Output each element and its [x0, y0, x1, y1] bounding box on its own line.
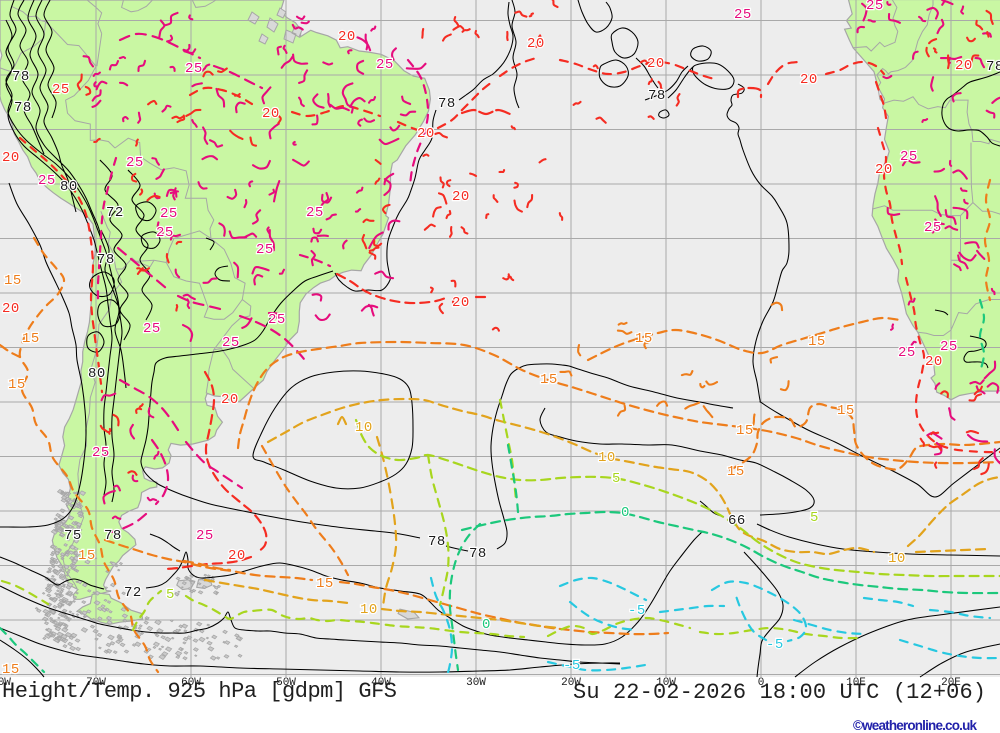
svg-text:78: 78: [469, 546, 487, 562]
svg-text:25: 25: [92, 445, 110, 461]
svg-text:78: 78: [648, 88, 666, 104]
svg-text:25: 25: [734, 7, 752, 23]
svg-text:15: 15: [4, 273, 22, 289]
svg-text:25: 25: [306, 205, 324, 221]
svg-text:Su 22-02-2026 18:00 UTC (12+06: Su 22-02-2026 18:00 UTC (12+06): [573, 680, 986, 705]
svg-text:15: 15: [316, 576, 334, 592]
svg-text:78: 78: [104, 528, 122, 544]
svg-text:25: 25: [268, 312, 286, 328]
svg-text:5: 5: [166, 587, 175, 603]
svg-text:80: 80: [60, 179, 78, 195]
svg-text:20: 20: [452, 189, 470, 205]
svg-text:©weatheronline.co.uk: ©weatheronline.co.uk: [853, 718, 977, 733]
svg-text:20: 20: [875, 162, 893, 178]
svg-text:20: 20: [417, 126, 435, 142]
svg-text:10E: 10E: [846, 677, 866, 689]
svg-text:80W: 80W: [0, 677, 11, 689]
svg-text:-5: -5: [628, 603, 646, 619]
svg-text:25: 25: [256, 242, 274, 258]
svg-text:15: 15: [727, 464, 745, 480]
svg-text:25: 25: [924, 220, 942, 236]
svg-text:0: 0: [482, 617, 491, 633]
svg-text:20: 20: [2, 150, 20, 166]
svg-text:20: 20: [452, 295, 470, 311]
svg-text:25: 25: [866, 0, 884, 14]
svg-text:15: 15: [635, 331, 653, 347]
svg-text:25: 25: [160, 206, 178, 222]
svg-text:80: 80: [88, 366, 106, 382]
svg-text:5: 5: [810, 510, 819, 526]
svg-text:25: 25: [143, 321, 161, 337]
svg-text:78: 78: [986, 59, 1000, 75]
svg-text:72: 72: [106, 205, 124, 221]
svg-text:0: 0: [758, 677, 765, 689]
svg-text:20: 20: [221, 392, 239, 408]
svg-text:10: 10: [598, 450, 616, 466]
svg-text:20: 20: [262, 106, 280, 122]
svg-text:20: 20: [647, 56, 665, 72]
svg-text:10: 10: [355, 420, 373, 436]
svg-text:-5: -5: [766, 637, 784, 653]
svg-text:25: 25: [156, 225, 174, 241]
svg-text:10: 10: [888, 551, 906, 567]
svg-text:15: 15: [540, 372, 558, 388]
svg-text:15: 15: [808, 334, 826, 350]
svg-text:10W: 10W: [656, 677, 676, 689]
svg-text:20E: 20E: [941, 677, 961, 689]
svg-text:25: 25: [900, 149, 918, 165]
svg-text:40W: 40W: [371, 677, 391, 689]
svg-text:20W: 20W: [561, 677, 581, 689]
svg-text:5: 5: [612, 471, 621, 487]
svg-text:25: 25: [126, 155, 144, 171]
svg-text:20: 20: [925, 354, 943, 370]
svg-text:78: 78: [12, 69, 30, 85]
svg-text:25: 25: [940, 339, 958, 355]
svg-text:78: 78: [97, 252, 115, 268]
svg-text:72: 72: [124, 585, 142, 601]
svg-text:15: 15: [22, 331, 40, 347]
svg-text:25: 25: [185, 61, 203, 77]
svg-text:15: 15: [8, 377, 26, 393]
svg-text:20: 20: [338, 29, 356, 45]
svg-text:66: 66: [728, 513, 746, 529]
svg-text:20: 20: [955, 58, 973, 74]
svg-text:Height/Temp. 925 hPa [gdpm] GF: Height/Temp. 925 hPa [gdpm] GFS: [2, 679, 397, 704]
svg-text:20: 20: [800, 72, 818, 88]
svg-text:0: 0: [621, 505, 630, 521]
svg-text:25: 25: [898, 345, 916, 361]
svg-text:15: 15: [78, 548, 96, 564]
svg-text:25: 25: [52, 82, 70, 98]
svg-text:60W: 60W: [181, 677, 201, 689]
svg-text:20: 20: [228, 548, 246, 564]
svg-text:25: 25: [222, 335, 240, 351]
svg-text:20: 20: [527, 36, 545, 52]
svg-text:78: 78: [438, 96, 456, 112]
svg-text:15: 15: [2, 662, 20, 678]
svg-text:70W: 70W: [86, 677, 106, 689]
svg-text:10: 10: [360, 602, 378, 618]
svg-text:25: 25: [196, 528, 214, 544]
svg-text:15: 15: [837, 403, 855, 419]
svg-text:25: 25: [376, 57, 394, 73]
svg-text:-5: -5: [563, 658, 581, 674]
svg-text:50W: 50W: [276, 677, 296, 689]
svg-text:78: 78: [14, 100, 32, 116]
svg-text:75: 75: [64, 528, 82, 544]
svg-text:20: 20: [2, 301, 20, 317]
svg-text:78: 78: [428, 534, 446, 550]
svg-text:25: 25: [38, 173, 56, 189]
svg-text:30W: 30W: [466, 677, 486, 689]
svg-text:15: 15: [736, 423, 754, 439]
